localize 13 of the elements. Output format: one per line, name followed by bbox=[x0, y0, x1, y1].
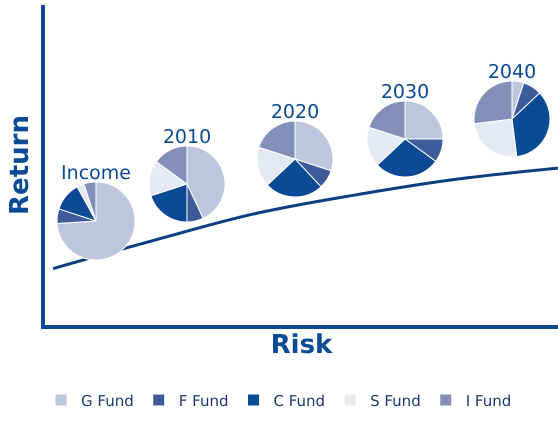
chart-title: 2040 bbox=[488, 61, 536, 83]
legend-label: I Fund bbox=[466, 392, 512, 410]
y-axis-title: Return bbox=[4, 115, 35, 215]
chart-title: Income bbox=[61, 162, 131, 184]
chart-title: 2010 bbox=[162, 126, 212, 148]
legend-label: G Fund bbox=[81, 392, 134, 410]
chart-title: 2030 bbox=[380, 81, 430, 103]
pie-slice bbox=[56, 182, 136, 260]
legend-label: C Fund bbox=[273, 392, 326, 410]
legend-label: F Fund bbox=[178, 392, 228, 410]
chart-title: 2020 bbox=[270, 101, 320, 123]
legend-label: S Fund bbox=[370, 392, 421, 410]
x-axis-title: Risk bbox=[270, 330, 334, 360]
